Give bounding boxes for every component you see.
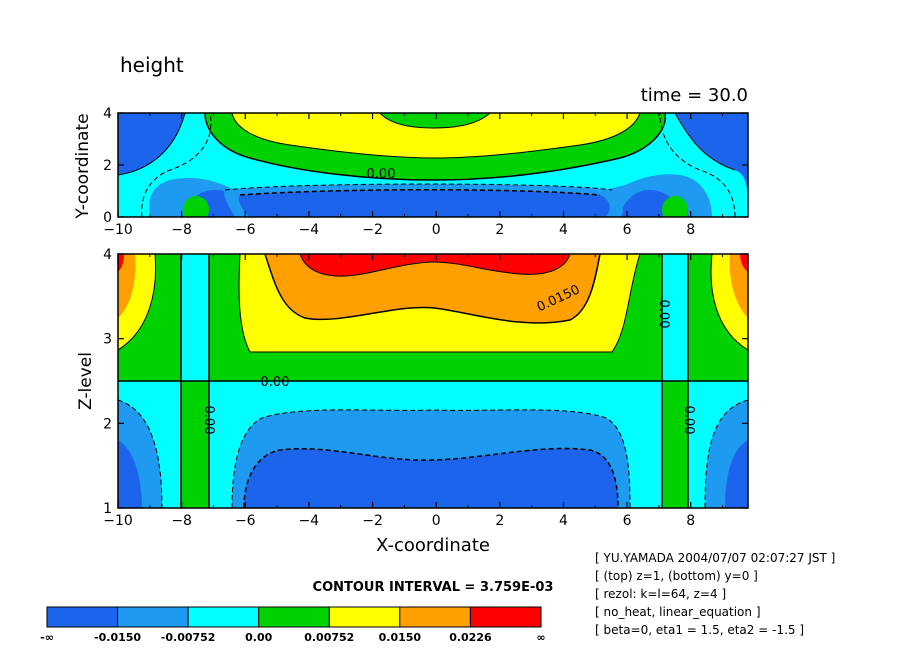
bottom-center-blue bbox=[244, 448, 618, 508]
y-tick-label: 1 bbox=[103, 501, 112, 517]
x-tick-label: −4 bbox=[299, 513, 320, 529]
x-axis-label: X-coordinate bbox=[376, 535, 490, 556]
y-tick-label: 3 bbox=[103, 332, 112, 348]
x-tick-label: −8 bbox=[171, 222, 192, 238]
bottom-y-axis-label: Z-level bbox=[76, 352, 96, 410]
colorbar-label: 0.0150 bbox=[379, 631, 422, 644]
colorbar-swatch bbox=[328, 606, 401, 628]
x-tick-label: −10 bbox=[103, 513, 133, 529]
info-line-3: [ rezol: k=l=64, z=4 ] bbox=[595, 587, 726, 601]
top-axes: −10 −8 −6 −4 −2 0 2 4 6 8 0 2 4 bbox=[103, 106, 748, 238]
colorbar-label: -∞ bbox=[40, 631, 54, 644]
bottom-contour-lines bbox=[118, 254, 748, 508]
colorbar-swatch bbox=[46, 606, 119, 628]
bottom-right-blue bbox=[725, 440, 748, 508]
info-line-1: [ YU.YAMADA 2004/07/07 02:07:27 JST ] bbox=[595, 551, 835, 565]
x-tick-label: 0 bbox=[432, 222, 441, 238]
info-line-5: [ beta=0, eta1 = 1.5, eta2 = -1.5 ] bbox=[595, 623, 804, 637]
y-tick-label: 4 bbox=[103, 247, 112, 263]
x-tick-label: −6 bbox=[235, 222, 256, 238]
contour-interval: CONTOUR INTERVAL = 3.759E-03 bbox=[313, 580, 554, 595]
colorbar-swatch bbox=[187, 606, 260, 628]
y-tick-label: 0 bbox=[103, 210, 112, 226]
info-block: [ YU.YAMADA 2004/07/07 02:07:27 JST ] [ … bbox=[595, 551, 835, 637]
bottom-center-red bbox=[300, 254, 570, 277]
x-tick-label: 8 bbox=[686, 513, 695, 529]
x-tick-label: −6 bbox=[235, 513, 256, 529]
bottom-contour-label-left-lower: 0.00 bbox=[201, 406, 216, 435]
x-tick-label: −8 bbox=[171, 513, 192, 529]
bottom-right-edge-orange bbox=[729, 254, 748, 318]
x-tick-label: 4 bbox=[559, 222, 568, 238]
bottom-left-edge-red bbox=[118, 254, 124, 272]
x-tick-label: 2 bbox=[495, 513, 504, 529]
y-tick-label: 4 bbox=[103, 106, 112, 122]
info-line-2: [ (top) z=1, (bottom) y=0 ] bbox=[595, 569, 758, 583]
x-tick-label: 6 bbox=[623, 513, 632, 529]
colorbar-label: 0.00752 bbox=[304, 631, 354, 644]
colorbar-label: -0.00752 bbox=[161, 631, 216, 644]
x-tick-label: −4 bbox=[299, 222, 320, 238]
bottom-panel-fill bbox=[118, 254, 748, 508]
x-tick-label: 8 bbox=[686, 222, 695, 238]
bottom-lower-strip-left bbox=[181, 381, 209, 508]
top-band-level-0b bbox=[238, 189, 610, 217]
y-tick-label: 2 bbox=[103, 158, 112, 174]
colorbar-label: ∞ bbox=[536, 631, 545, 644]
bottom-right-edge-red bbox=[740, 254, 748, 272]
top-contour-lines bbox=[118, 113, 736, 217]
bottom-left-edge-orange bbox=[118, 254, 136, 318]
bottom-contour-label-horizontal: 0.00 bbox=[261, 375, 290, 390]
bottom-upper-strip-right bbox=[662, 254, 688, 381]
top-band-level-4 bbox=[232, 113, 640, 158]
colorbar-label: 0.0226 bbox=[449, 631, 492, 644]
x-tick-label: 4 bbox=[559, 513, 568, 529]
top-blob-right bbox=[662, 196, 688, 217]
plot-title: height bbox=[120, 53, 184, 77]
bottom-contour-label-right-lower: 0.00 bbox=[681, 406, 696, 435]
x-tick-label: 2 bbox=[495, 222, 504, 238]
colorbar-swatch bbox=[399, 606, 471, 628]
bottom-contour-label-right-upper: 0.00 bbox=[656, 300, 671, 329]
colorbar: -∞ -0.0150 -0.00752 0.00 0.00752 0.0150 0.0226… bbox=[40, 606, 546, 644]
x-tick-label: −2 bbox=[362, 513, 383, 529]
top-band-level-3b bbox=[380, 113, 490, 128]
x-tick-label: 0 bbox=[432, 513, 441, 529]
colorbar-swatch bbox=[117, 606, 189, 628]
info-line-4: [ no_heat, linear_equation ] bbox=[595, 605, 761, 619]
bottom-left-blue bbox=[118, 440, 142, 508]
colorbar-swatch bbox=[258, 606, 330, 628]
bottom-upper-strip-left bbox=[181, 254, 209, 381]
x-tick-label: −2 bbox=[362, 222, 383, 238]
time-label: time = 30.0 bbox=[641, 85, 748, 106]
y-tick-label: 2 bbox=[103, 416, 112, 432]
top-contour-label: 0.00 bbox=[367, 167, 396, 182]
x-tick-label: −10 bbox=[103, 222, 133, 238]
top-panel-fill bbox=[118, 113, 748, 217]
bottom-panel-frame bbox=[117, 253, 749, 509]
bottom-axes: −10 −8 −6 −4 −2 0 2 4 6 8 1 2 3 4 bbox=[103, 247, 748, 529]
bottom-lower-strip-right bbox=[662, 381, 688, 508]
colorbar-label: -0.0150 bbox=[94, 631, 141, 644]
x-tick-label: 6 bbox=[623, 222, 632, 238]
colorbar-swatch bbox=[469, 606, 542, 628]
top-y-axis-label: Y-coordinate bbox=[73, 113, 93, 219]
colorbar-label: 0.00 bbox=[245, 631, 272, 644]
top-blob-left bbox=[183, 196, 209, 217]
